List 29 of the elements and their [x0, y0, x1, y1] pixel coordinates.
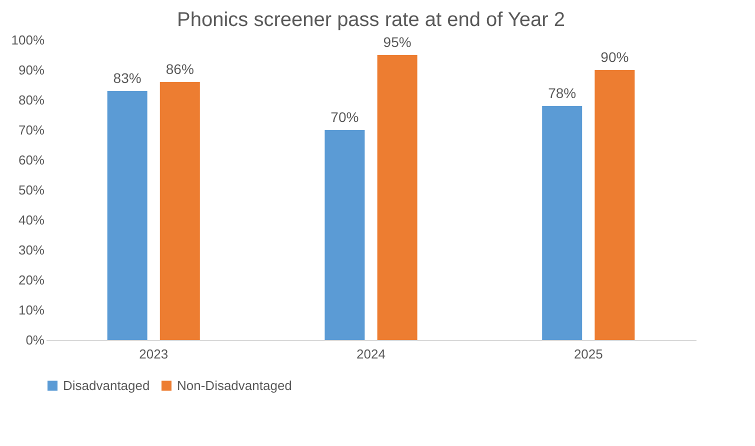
y-tick-label: 90%: [18, 62, 45, 78]
x-tick-label: 2025: [574, 346, 603, 362]
y-tick-label: 40%: [18, 212, 45, 228]
y-tick-label: 30%: [18, 242, 45, 258]
bar: [594, 70, 635, 340]
data-label: 70%: [330, 109, 359, 125]
y-tick-label: 100%: [11, 32, 45, 48]
bar: [377, 55, 418, 340]
y-tick-label: 20%: [18, 272, 45, 288]
bar: [107, 91, 148, 340]
bar: [324, 130, 365, 340]
data-label: 83%: [113, 70, 142, 86]
bar: [542, 106, 582, 340]
legend-label: Disadvantaged: [63, 378, 150, 393]
data-label: 90%: [600, 49, 629, 65]
y-tick-label: 0%: [26, 332, 45, 348]
y-tick-label: 10%: [18, 302, 45, 318]
data-label: 86%: [166, 61, 194, 77]
bar: [160, 82, 200, 340]
x-tick-label: 2024: [356, 346, 386, 362]
chart-title: Phonics screener pass rate at end of Year 2: [176, 9, 566, 31]
legend-label: Non-Disadvantaged: [177, 378, 292, 393]
data-label: 78%: [548, 85, 576, 101]
data-label: 95%: [383, 34, 412, 50]
x-tick-label: 2023: [139, 346, 168, 362]
y-tick-label: 60%: [18, 152, 45, 168]
y-tick-label: 80%: [18, 92, 45, 108]
y-tick-label: 50%: [18, 182, 45, 198]
y-tick-label: 70%: [18, 122, 45, 138]
